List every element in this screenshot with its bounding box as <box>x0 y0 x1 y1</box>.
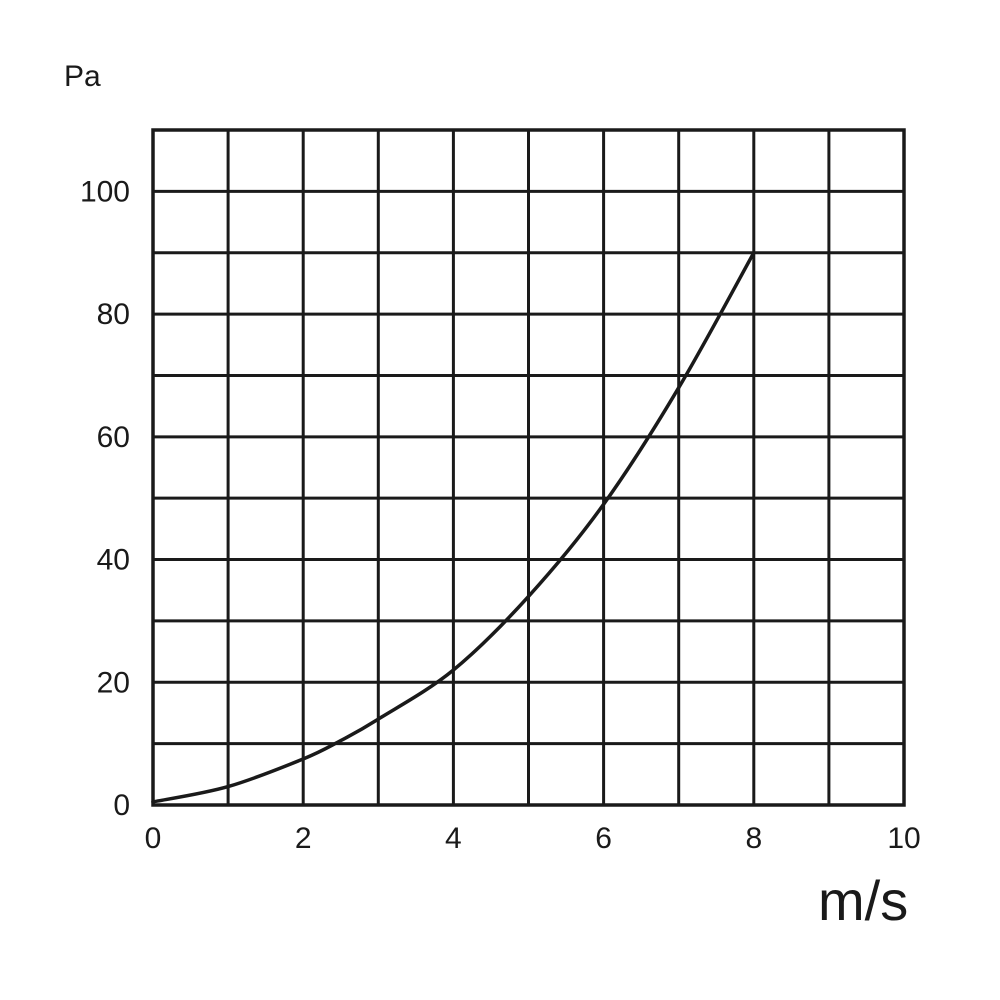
x-tick-label: 4 <box>445 822 462 855</box>
y-tick-label: 100 <box>80 175 130 208</box>
x-axis-label: m/s <box>818 869 908 932</box>
y-tick-label: 60 <box>97 421 130 454</box>
y-tick-label: 20 <box>97 666 130 699</box>
x-tick-label: 8 <box>745 822 762 855</box>
y-axis-ticks: 0 20 40 60 80 100 <box>80 175 130 822</box>
x-tick-label: 2 <box>295 822 312 855</box>
y-tick-label: 40 <box>97 544 130 577</box>
x-tick-label: 0 <box>145 822 162 855</box>
grid <box>153 130 904 805</box>
x-tick-label: 10 <box>887 822 920 855</box>
series-line <box>151 250 756 804</box>
plot-frame <box>151 128 906 807</box>
x-tick-label: 6 <box>595 822 612 855</box>
series-layer <box>151 250 756 804</box>
x-axis-ticks: 0 2 4 6 8 10 <box>145 822 921 855</box>
y-tick-label: 0 <box>113 789 130 822</box>
y-tick-label: 80 <box>97 298 130 331</box>
y-axis-label: Pa <box>64 60 101 93</box>
